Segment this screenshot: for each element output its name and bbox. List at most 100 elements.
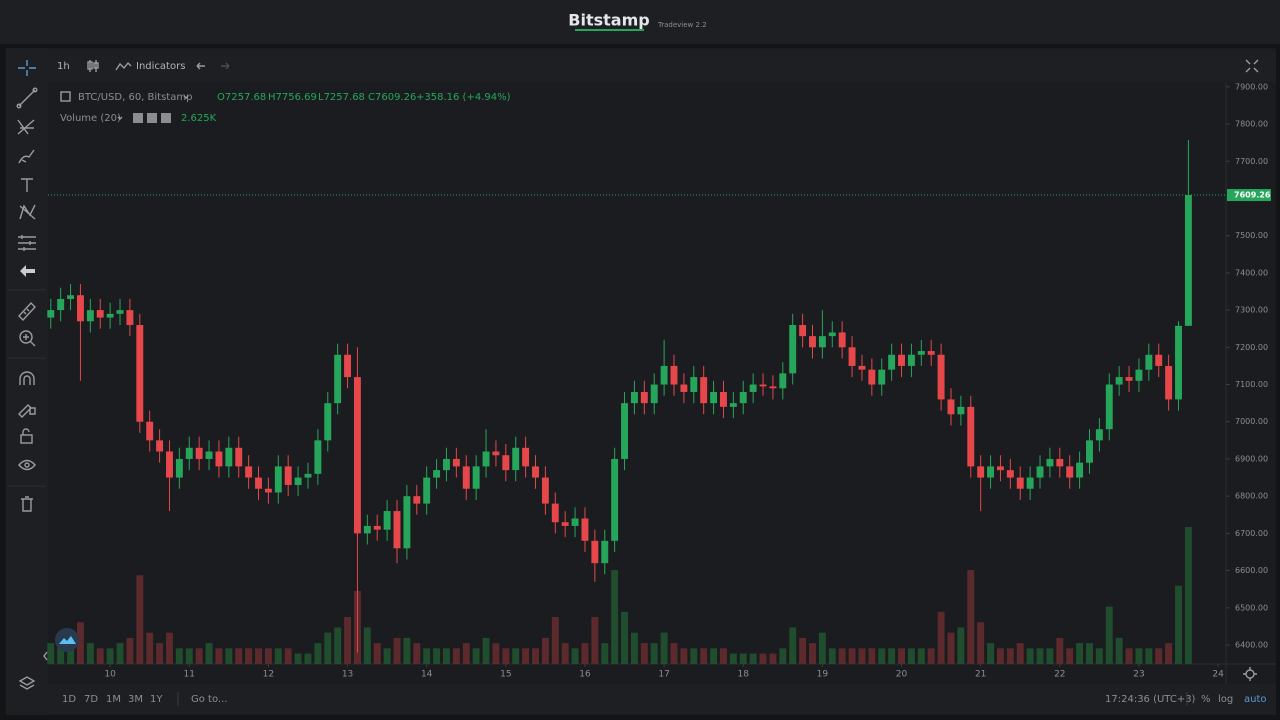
scroll-left[interactable] xyxy=(43,651,48,661)
candle-body xyxy=(591,540,599,564)
candle-body xyxy=(185,447,193,459)
prediction-tool[interactable] xyxy=(18,235,36,251)
trendline-tool[interactable] xyxy=(16,87,38,109)
candle-body xyxy=(314,440,322,474)
visibility-tool[interactable] xyxy=(18,459,36,471)
logo-badge[interactable] xyxy=(55,628,79,652)
back-tool[interactable] xyxy=(20,265,35,277)
candle-body xyxy=(749,384,757,392)
candle-body xyxy=(245,466,253,478)
y-tick-label: 6400.00 xyxy=(1235,641,1268,650)
range-button[interactable]: 3M xyxy=(128,694,143,705)
volume-bar xyxy=(917,648,925,664)
collapse-icon[interactable] xyxy=(60,91,71,102)
header-bar xyxy=(0,0,1280,44)
brush-tool[interactable] xyxy=(18,149,35,164)
volume-bar xyxy=(749,653,757,664)
fullscreen-button[interactable] xyxy=(1245,59,1259,73)
delete-tool[interactable] xyxy=(21,496,33,512)
candle-body xyxy=(344,354,352,378)
range-button[interactable]: 1Y xyxy=(150,694,163,705)
volume-bar xyxy=(146,632,154,664)
candle-body xyxy=(57,298,65,311)
candle-body xyxy=(739,391,747,404)
zoom-tool[interactable] xyxy=(19,330,36,347)
log-toggle[interactable]: log xyxy=(1218,694,1233,705)
volume-bar xyxy=(443,648,450,664)
volume-bar xyxy=(799,637,807,664)
volume-remove[interactable] xyxy=(161,113,171,123)
y-tick-label: 7800.00 xyxy=(1235,120,1268,129)
lock-drawing-tool[interactable] xyxy=(18,404,36,418)
redo-button[interactable] xyxy=(221,62,230,70)
candle-body xyxy=(1155,354,1163,366)
candle-body xyxy=(561,522,569,526)
volume-bar xyxy=(779,648,787,664)
y-tick-label: 6700.00 xyxy=(1235,529,1268,538)
volume-bar xyxy=(611,570,619,664)
brand-title[interactable]: Bitstamp xyxy=(568,11,649,30)
legend-open: O7257.68 xyxy=(217,92,266,103)
symbol-label[interactable]: BTC/USD, 60, Bitstamp xyxy=(78,92,192,103)
brand-subtitle: Tradeview 2.2 xyxy=(657,21,707,29)
candle-body xyxy=(670,365,678,385)
volume-bar xyxy=(581,643,589,664)
candle-body xyxy=(996,466,1004,471)
candle-body xyxy=(630,391,638,404)
volume-bar xyxy=(175,648,183,664)
candle-body xyxy=(719,391,727,407)
volume-bar xyxy=(215,648,223,664)
candle-body xyxy=(383,511,391,530)
volume-hide[interactable] xyxy=(147,113,157,123)
layers-tool[interactable] xyxy=(18,676,36,690)
volume-bar xyxy=(255,648,262,664)
candle-body xyxy=(769,386,777,389)
indicators-icon[interactable] xyxy=(115,61,132,71)
candle-body xyxy=(304,473,312,478)
candle-body xyxy=(680,384,688,392)
auto-toggle[interactable]: auto xyxy=(1244,694,1267,705)
x-tick-label: 10 xyxy=(104,670,116,680)
axis-settings[interactable] xyxy=(1243,667,1257,681)
volume-label[interactable]: Volume (20) xyxy=(60,113,121,124)
volume-value: 2.625K xyxy=(181,113,217,124)
volume-bar xyxy=(462,643,470,664)
candle-body xyxy=(1036,466,1044,478)
x-tick-label: 11 xyxy=(184,670,195,680)
candle-body xyxy=(1086,440,1093,463)
volume-bar xyxy=(591,617,599,664)
pattern-tool[interactable] xyxy=(19,204,36,220)
chart-style-button[interactable] xyxy=(87,60,99,72)
volume-bar xyxy=(680,648,688,664)
range-button[interactable]: 1D xyxy=(62,694,76,705)
crosshair-tool[interactable] xyxy=(18,60,36,76)
candle-body xyxy=(403,496,411,549)
volume-settings[interactable] xyxy=(133,113,143,123)
x-tick-label: 12 xyxy=(263,670,274,680)
text-tool[interactable] xyxy=(21,178,33,192)
bottom-bar xyxy=(48,684,1276,714)
tool-icons xyxy=(8,60,46,690)
volume-bar xyxy=(67,643,75,664)
candle-body xyxy=(255,477,262,489)
range-button[interactable]: 1M xyxy=(106,694,121,705)
candle-body xyxy=(492,451,500,456)
candle-body xyxy=(551,503,559,523)
range-button[interactable]: 7D xyxy=(84,694,98,705)
volume-bar xyxy=(710,648,718,664)
volume-bar xyxy=(284,648,292,664)
interval-button[interactable]: 1h xyxy=(57,61,70,72)
legend-change: +358.16 (+4.94%) xyxy=(416,92,511,103)
volume-bar xyxy=(413,643,421,664)
magnet-tool[interactable] xyxy=(19,371,35,385)
lock-tool[interactable] xyxy=(20,428,33,444)
candle-body xyxy=(977,466,985,478)
fib-tool[interactable] xyxy=(17,119,35,135)
indicators-button[interactable]: Indicators xyxy=(136,61,185,72)
undo-button[interactable] xyxy=(196,62,205,70)
symbol-dropdown[interactable] xyxy=(183,95,189,99)
percent-toggle[interactable]: % xyxy=(1201,694,1211,705)
goto-button[interactable]: Go to... xyxy=(191,694,227,705)
volume-dropdown[interactable] xyxy=(117,116,123,120)
measure-tool[interactable] xyxy=(18,301,36,322)
